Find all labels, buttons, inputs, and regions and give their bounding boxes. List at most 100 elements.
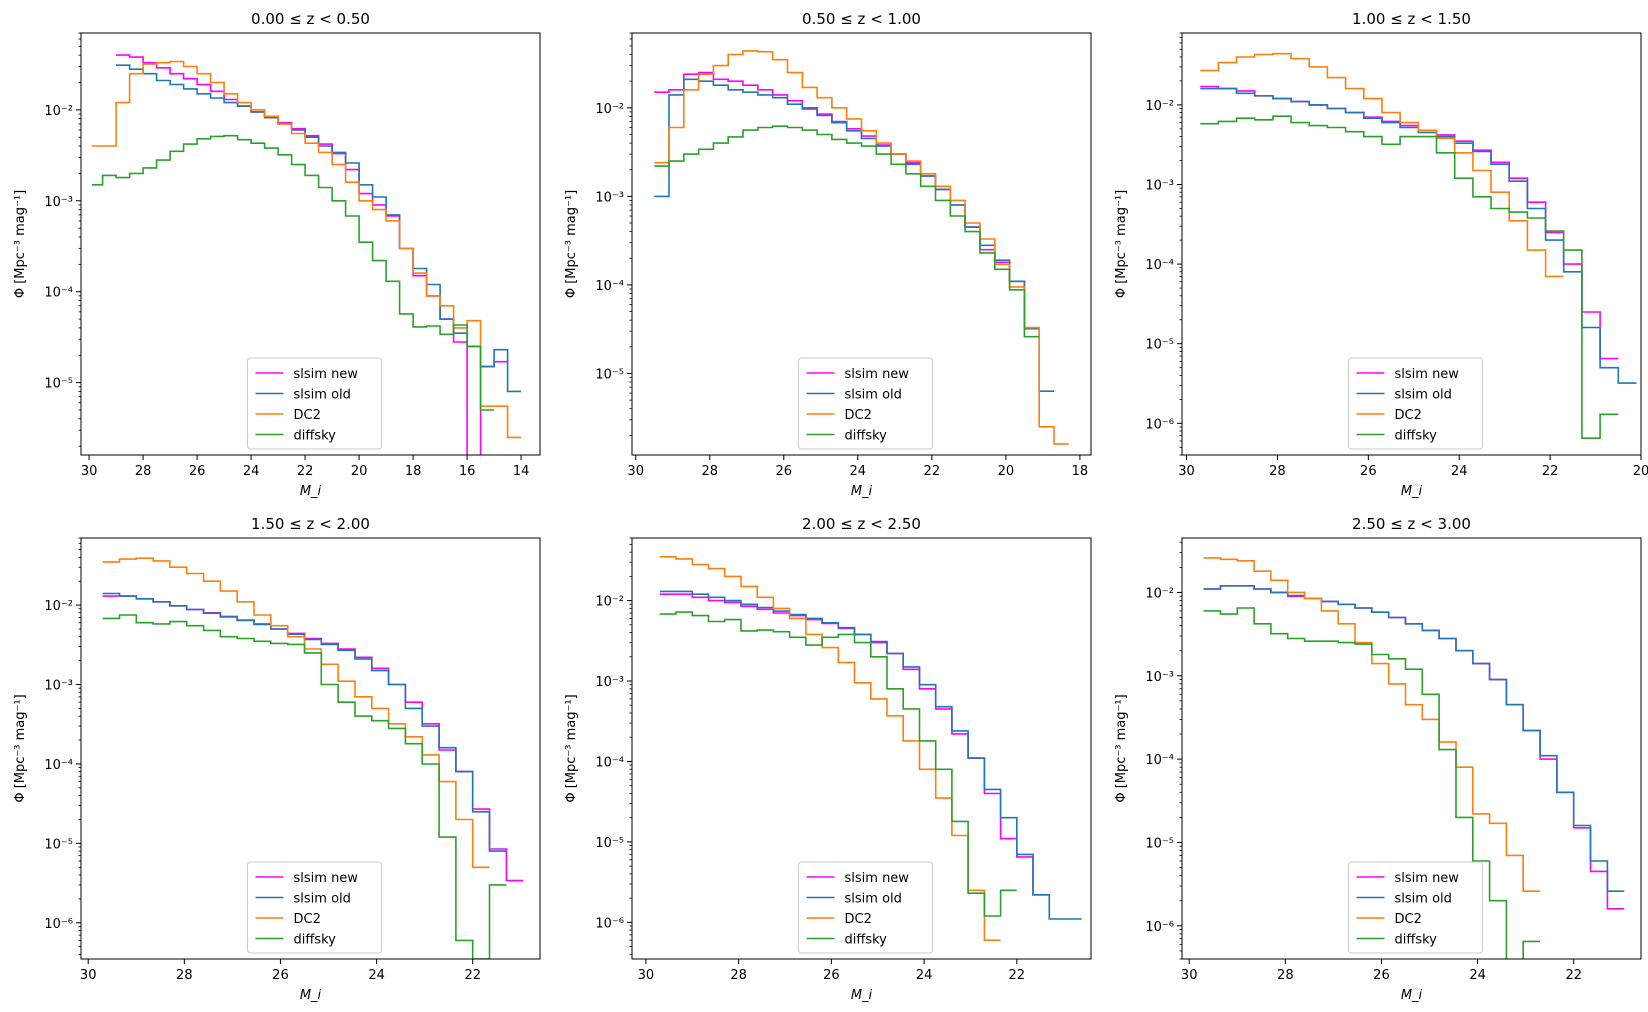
- legend-label: slsim old: [845, 892, 902, 907]
- y-tick-label: 10⁻⁶: [1145, 920, 1174, 935]
- y-tick-label: 10⁻⁶: [1145, 417, 1174, 432]
- y-tick-label: 10⁻⁵: [1145, 836, 1174, 851]
- y-tick-label: 10⁻⁵: [44, 837, 73, 852]
- x-tick-label: 26: [189, 464, 206, 479]
- legend-label: slsim old: [1395, 892, 1452, 907]
- x-tick-label: 20: [998, 464, 1015, 479]
- x-tick-label: 24: [916, 968, 933, 983]
- x-tick-label: 20: [1633, 464, 1648, 479]
- x-axis-label: M_i: [1401, 484, 1423, 499]
- legend-label: DC2: [845, 408, 872, 423]
- x-tick-label: 30: [1178, 464, 1195, 479]
- series-line-diffsky: [1200, 115, 1619, 439]
- y-tick-label: 10⁻⁴: [44, 286, 73, 301]
- x-tick-label: 22: [1542, 464, 1559, 479]
- x-tick-label: 24: [1451, 464, 1468, 479]
- legend-label: DC2: [294, 408, 321, 423]
- legend-label: slsim new: [294, 367, 359, 382]
- y-tick-label: 10⁻³: [44, 679, 73, 694]
- legend-label: diffsky: [294, 429, 337, 444]
- x-tick-label: 28: [176, 968, 193, 983]
- y-tick-label: 10⁻⁴: [595, 279, 624, 294]
- legend-label: slsim new: [1395, 367, 1460, 382]
- x-tick-label: 14: [513, 464, 530, 479]
- y-tick-label: 10⁻³: [1145, 670, 1174, 685]
- legend: slsim new slsim old DC2 diffsky: [247, 357, 382, 450]
- y-tick-label: 10⁻⁴: [44, 758, 73, 773]
- x-tick-label: 28: [135, 464, 152, 479]
- x-tick-label: 24: [850, 464, 867, 479]
- y-axis-label: Φ [Mpc⁻³ mag⁻¹]: [13, 694, 28, 802]
- legend: slsim new slsim old DC2 diffsky: [798, 357, 933, 450]
- x-tick-label: 24: [1469, 968, 1486, 983]
- y-tick-label: 10⁻⁴: [1145, 753, 1174, 768]
- y-tick-label: 10⁻⁶: [595, 916, 624, 931]
- series-line-diffsky: [659, 611, 1017, 917]
- x-tick-label: 24: [368, 968, 385, 983]
- axes-frame: [80, 32, 541, 456]
- chart-title: 1.50 ≤ z < 2.00: [251, 515, 370, 533]
- legend-box: [798, 861, 933, 954]
- series-group: [654, 50, 1069, 445]
- x-tick-label: 22: [1009, 968, 1026, 983]
- chart-panel-2: 30 28 26 24 22 20 18 10⁻⁵ 10⁻⁴ 10⁻³ 10⁻² 0.50 ≤ z <…: [564, 10, 1092, 499]
- chart-title: 2.50 ≤ z < 3.00: [1352, 515, 1471, 533]
- series-line-diffsky: [102, 614, 507, 959]
- series-group: [1203, 557, 1625, 959]
- y-axis-label: Φ [Mpc⁻³ mag⁻¹]: [564, 694, 579, 802]
- x-tick-label: 18: [405, 464, 422, 479]
- legend-label: slsim old: [1395, 388, 1452, 403]
- y-tick-label: 10⁻²: [44, 599, 73, 614]
- x-tick-label: 28: [1269, 464, 1286, 479]
- chart-panel-5: 30 28 26 24 22 10⁻⁶ 10⁻⁵ 10⁻⁴ 10⁻³ 10⁻² 2.00 ≤ z <…: [564, 515, 1092, 1003]
- x-tick-label: 30: [638, 968, 655, 983]
- y-tick-label: 10⁻³: [44, 195, 73, 210]
- y-axis-label: Φ [Mpc⁻³ mag⁻¹]: [13, 190, 28, 298]
- series-line-diffsky: [654, 125, 1040, 338]
- series-line-DC2: [1200, 52, 1564, 278]
- legend-label: diffsky: [1395, 933, 1438, 948]
- x-tick-label: 18: [1072, 464, 1089, 479]
- x-tick-label: 30: [1181, 968, 1198, 983]
- legend-label: diffsky: [845, 933, 888, 948]
- legend-label: DC2: [1395, 912, 1422, 927]
- legend-label: slsim new: [1395, 871, 1460, 886]
- legend: slsim new slsim old DC2 diffsky: [1348, 357, 1483, 450]
- axes-frame: [80, 537, 541, 960]
- y-tick-label: 10⁻⁵: [595, 836, 624, 851]
- x-tick-label: 22: [297, 464, 314, 479]
- y-tick-label: 10⁻⁵: [1145, 338, 1174, 353]
- y-axis-label: Φ [Mpc⁻³ mag⁻¹]: [1114, 694, 1129, 802]
- y-axis-label: Φ [Mpc⁻³ mag⁻¹]: [564, 190, 579, 298]
- y-tick-label: 10⁻⁵: [44, 377, 73, 392]
- series-line-slsim-old: [1203, 585, 1625, 892]
- legend-box: [798, 357, 933, 450]
- legend-label: diffsky: [294, 933, 337, 948]
- series-line-slsim-new: [1203, 585, 1625, 910]
- chart-title: 0.50 ≤ z < 1.00: [802, 10, 921, 28]
- x-tick-label: 30: [80, 968, 97, 983]
- legend-label: diffsky: [845, 429, 888, 444]
- x-tick-label: 22: [924, 464, 941, 479]
- axes-frame: [631, 537, 1092, 960]
- y-tick-label: 10⁻²: [1145, 99, 1174, 114]
- chart-title: 2.00 ≤ z < 2.50: [802, 515, 921, 533]
- chart-title: 1.00 ≤ z < 1.50: [1352, 10, 1471, 28]
- y-axis-label: Φ [Mpc⁻³ mag⁻¹]: [1114, 190, 1129, 298]
- y-tick-label: 10⁻⁴: [595, 755, 624, 770]
- legend-label: slsim old: [294, 892, 351, 907]
- x-tick-label: 26: [272, 968, 289, 983]
- series-group: [91, 54, 522, 455]
- series-line-DC2: [659, 556, 1001, 941]
- y-tick-label: 10⁻³: [595, 675, 624, 690]
- x-tick-label: 26: [823, 968, 840, 983]
- y-tick-label: 10⁻⁶: [44, 917, 73, 932]
- chart-panel-3: 30 28 26 24 22 20 10⁻⁶ 10⁻⁵ 10⁻⁴ 10⁻³ 10⁻² 1.00 ≤ z…: [1114, 10, 1648, 499]
- chart-panel-4: 30 28 26 24 22 10⁻⁶ 10⁻⁵ 10⁻⁴ 10⁻³ 10⁻² 1.50 ≤ z <…: [13, 515, 541, 1003]
- x-tick-label: 26: [775, 464, 792, 479]
- y-tick-label: 10⁻³: [1145, 178, 1174, 193]
- x-tick-label: 30: [81, 464, 98, 479]
- series-line-slsim-old: [1200, 87, 1637, 384]
- x-axis-label: M_i: [1401, 988, 1423, 1003]
